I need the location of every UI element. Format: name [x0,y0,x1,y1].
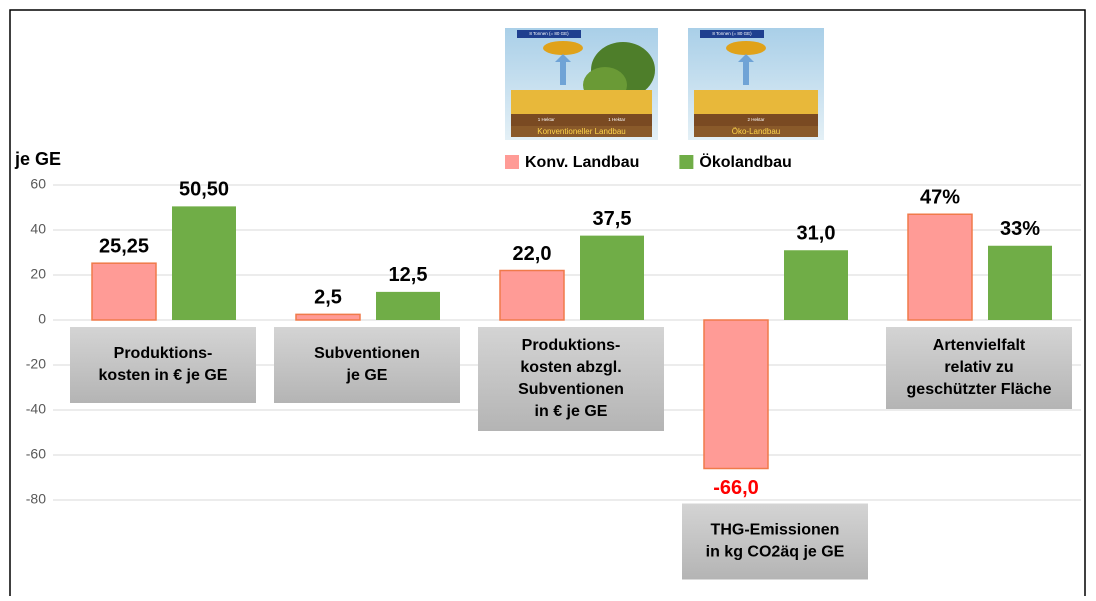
value-label: 47% [920,187,960,209]
arrow [738,54,754,85]
caption-bg [694,126,818,137]
value-label: 12,5 [389,264,428,286]
category-box [886,327,1072,409]
plot-label: 1 Hektar [608,117,626,122]
soil [694,114,818,126]
value-label: -66,0 [713,477,759,499]
bar [91,262,157,321]
y-tick-label: -20 [26,356,46,372]
plot-label: 1 Hektar [538,117,556,122]
category-label: THG-Emissionen [711,522,840,539]
bar [376,291,440,320]
bar [784,250,848,320]
plot-label: 2 Hektar [747,117,765,122]
category-label: geschützter Fläche [907,381,1052,398]
banner-text: 8 Tonnen (= 80 GE) [529,31,569,36]
y-tick-label: 0 [38,311,46,327]
banner-text: 8 Tonnen (= 80 GE) [712,31,752,36]
value-label: 33% [1000,218,1040,240]
bar [295,313,361,321]
y-tick-label: -80 [26,491,46,507]
value-label: 37,5 [593,208,632,230]
category-label: Subventionen [314,345,420,362]
value-label: 2,5 [314,287,342,309]
bar [580,235,644,320]
category-box [274,327,460,403]
bar [172,206,236,320]
banner [517,30,581,38]
legend-swatch [679,155,694,169]
category-label: Produktions- [114,345,213,362]
category-label: kosten in € je GE [99,367,228,384]
legend-label: Ökolandbau [699,152,791,171]
category-box [70,327,256,403]
y-tick-label: 40 [30,221,46,237]
value-label: 22,0 [513,243,552,265]
bar [988,245,1052,320]
caption: Öko-Landbau [732,127,780,136]
y-tick-label: -40 [26,401,46,417]
category-label: relativ zu [944,359,1013,376]
category-label: Artenvielfalt [933,337,1026,354]
banner [700,30,764,38]
value-label: 25,25 [99,235,149,257]
soil [511,114,652,126]
illustrations: 8 Tonnen (= 80 GE) 1 Hektar 1 Hektar Konven… [505,28,824,140]
category-label: Subventionen [518,381,624,398]
category-label: in kg CO2äq je GE [706,544,845,561]
y-tick-label: 60 [30,176,46,192]
arrow [555,54,571,85]
category-label: Produktions- [522,337,621,354]
bar [703,319,769,470]
caption: Konventioneller Landbau [537,127,626,136]
grain-pile [726,41,766,55]
category-box [478,327,664,431]
value-label: 31,0 [797,223,836,245]
bar [499,269,565,321]
field [511,90,652,114]
caption-bg [511,126,652,137]
grain-pile [543,41,583,55]
category-label: in € je GE [535,403,608,420]
bar [907,213,973,321]
field [694,90,818,114]
value-label: 50,50 [179,179,229,201]
y-axis-label: je GE [14,149,61,169]
y-tick-label: -60 [26,446,46,462]
category-box [682,503,868,580]
legend-label: Konv. Landbau [525,154,639,171]
y-tick-label: 20 [30,266,46,282]
legend-swatch [505,155,519,169]
category-label: kosten abzgl. [520,359,621,376]
category-label: je GE [346,367,388,384]
